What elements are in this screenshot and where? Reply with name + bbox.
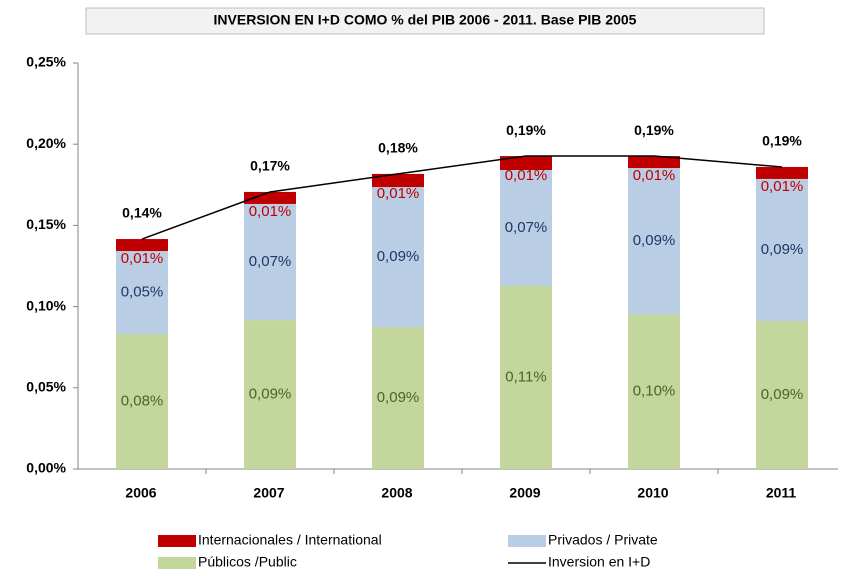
bar-segment: [116, 239, 168, 252]
y-tick-label: 0,05%: [26, 379, 66, 395]
data-label: 0,09%: [761, 241, 804, 258]
total-label: 0,18%: [378, 140, 418, 156]
data-label: 0,09%: [377, 248, 420, 265]
bar-segment: [116, 251, 168, 335]
total-label: 0,19%: [762, 133, 802, 149]
total-label: 0,19%: [634, 122, 674, 138]
x-tick-label: 2008: [381, 485, 412, 501]
data-label: 0,01%: [505, 167, 548, 184]
bar-segment: [372, 187, 424, 328]
bar-segment: [116, 334, 168, 469]
bar-segment: [628, 168, 680, 315]
data-label: 0,01%: [249, 203, 292, 220]
x-tick-label: 2006: [125, 485, 156, 501]
x-tick-label: 2011: [766, 485, 797, 501]
bar-segment: [244, 320, 296, 469]
data-label: 0,05%: [121, 284, 164, 301]
data-label: 0,01%: [121, 250, 164, 267]
data-label: 0,09%: [377, 389, 420, 406]
x-tick-label: 2010: [637, 485, 668, 501]
y-tick-label: 0,00%: [26, 460, 66, 476]
y-tick-label: 0,25%: [26, 54, 66, 70]
legend-label: Privados / Private: [548, 532, 658, 548]
bar-segment: [500, 156, 552, 171]
bar-segment: [628, 156, 680, 169]
total-label: 0,19%: [506, 122, 546, 138]
y-tick-label: 0,10%: [26, 297, 66, 313]
data-label: 0,10%: [633, 383, 676, 400]
legend-label: Inversion en I+D: [548, 554, 650, 570]
y-tick-label: 0,15%: [26, 216, 66, 232]
data-label: 0,09%: [761, 386, 804, 403]
data-label: 0,07%: [249, 253, 292, 270]
chart-title: INVERSION EN I+D COMO % del PIB 2006 - 2…: [214, 12, 637, 28]
data-label: 0,01%: [633, 167, 676, 184]
data-label: 0,01%: [377, 185, 420, 202]
bar-segment: [372, 327, 424, 469]
legend-swatch: [158, 557, 196, 569]
bar-segment: [756, 178, 808, 322]
total-label: 0,14%: [122, 205, 162, 221]
bar-segment: [628, 314, 680, 469]
data-label: 0,09%: [249, 386, 292, 403]
bar-segment: [244, 203, 296, 321]
x-tick-label: 2009: [509, 485, 540, 501]
bar-segment: [500, 170, 552, 286]
bar-segment: [500, 285, 552, 469]
legend-swatch: [508, 535, 546, 547]
data-label: 0,07%: [505, 219, 548, 236]
legend-swatch: [158, 535, 196, 547]
bar-segment: [244, 191, 296, 204]
bar-segment: [372, 173, 424, 188]
data-label: 0,08%: [121, 392, 164, 409]
line: [141, 155, 783, 240]
bar-segment: [756, 321, 808, 469]
data-label: 0,09%: [633, 232, 676, 249]
legend-label: Públicos /Public: [198, 554, 297, 570]
x-tick-label: 2007: [253, 485, 284, 501]
data-label: 0,01%: [761, 178, 804, 195]
title-box: [85, 7, 765, 35]
total-label: 0,17%: [250, 158, 290, 174]
legend-label: Internacionales / International: [198, 532, 382, 548]
bar-segment: [756, 166, 808, 179]
y-tick-label: 0,20%: [26, 135, 66, 151]
data-label: 0,11%: [505, 368, 546, 385]
